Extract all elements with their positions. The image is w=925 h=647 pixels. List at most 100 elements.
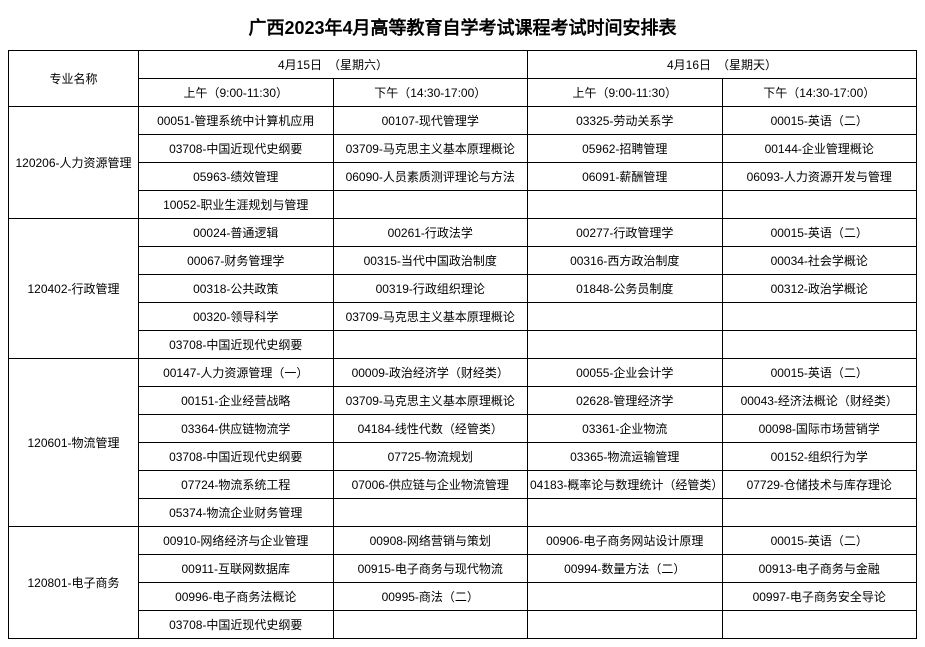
table-row: 00996-电子商务法概论00995-商法（二） 00997-电子商务安全导论: [9, 583, 917, 611]
table-row: 00911-互联网数据库00915-电子商务与现代物流00994-数量方法（二）…: [9, 555, 917, 583]
header-day2: 4月16日 （星期天）: [528, 51, 917, 79]
course-cell: 00997-电子商务安全导论: [722, 583, 917, 611]
course-cell: 00098-国际市场营销学: [722, 415, 917, 443]
course-cell: 00908-网络营销与策划: [333, 527, 528, 555]
table-row: 120801-电子商务00910-网络经济与企业管理00908-网络营销与策划0…: [9, 527, 917, 555]
course-cell: 06090-人员素质测评理论与方法: [333, 163, 528, 191]
course-cell: 07006-供应链与企业物流管理: [333, 471, 528, 499]
table-row: 00151-企业经营战略03709-马克思主义基本原理概论02628-管理经济学…: [9, 387, 917, 415]
course-cell: 00315-当代中国政治制度: [333, 247, 528, 275]
header-major: 专业名称: [9, 51, 139, 107]
header-slot3: 上午（9:00-11:30）: [528, 79, 723, 107]
course-cell: 00906-电子商务网站设计原理: [528, 527, 723, 555]
table-row: 120206-人力资源管理00051-管理系统中计算机应用00107-现代管理学…: [9, 107, 917, 135]
course-cell: 04184-线性代数（经管类）: [333, 415, 528, 443]
course-cell: 07724-物流系统工程: [139, 471, 334, 499]
course-cell: [722, 499, 917, 527]
major-cell: 120601-物流管理: [9, 359, 139, 527]
course-cell: 03708-中国近现代史纲要: [139, 331, 334, 359]
course-cell: 04183-概率论与数理统计（经管类）: [528, 471, 723, 499]
table-row: 03708-中国近现代史纲要: [9, 331, 917, 359]
header-slot1: 上午（9:00-11:30）: [139, 79, 334, 107]
course-cell: [528, 611, 723, 639]
course-cell: [333, 499, 528, 527]
course-cell: [528, 191, 723, 219]
page-title: 广西2023年4月高等教育自学考试课程考试时间安排表: [8, 8, 917, 50]
course-cell: [333, 191, 528, 219]
major-cell: 120206-人力资源管理: [9, 107, 139, 219]
course-cell: 03709-马克思主义基本原理概论: [333, 135, 528, 163]
course-cell: 03361-企业物流: [528, 415, 723, 443]
course-cell: 00067-财务管理学: [139, 247, 334, 275]
course-cell: 05374-物流企业财务管理: [139, 499, 334, 527]
course-cell: [528, 303, 723, 331]
course-cell: 00996-电子商务法概论: [139, 583, 334, 611]
course-cell: 00015-英语（二）: [722, 527, 917, 555]
course-cell: 03325-劳动关系学: [528, 107, 723, 135]
course-cell: 00261-行政法学: [333, 219, 528, 247]
course-cell: 00913-电子商务与金融: [722, 555, 917, 583]
header-day1: 4月15日 （星期六）: [139, 51, 528, 79]
table-row: 00067-财务管理学00315-当代中国政治制度00316-西方政治制度000…: [9, 247, 917, 275]
table-row: 00320-领导科学03709-马克思主义基本原理概论: [9, 303, 917, 331]
course-cell: [528, 499, 723, 527]
course-cell: 03708-中国近现代史纲要: [139, 611, 334, 639]
course-cell: 00152-组织行为学: [722, 443, 917, 471]
table-row: 03708-中国近现代史纲要: [9, 611, 917, 639]
course-cell: 03365-物流运输管理: [528, 443, 723, 471]
course-cell: [333, 331, 528, 359]
course-cell: 00009-政治经济学（财经类）: [333, 359, 528, 387]
major-cell: 120402-行政管理: [9, 219, 139, 359]
course-cell: 00319-行政组织理论: [333, 275, 528, 303]
course-cell: 00107-现代管理学: [333, 107, 528, 135]
table-row: 03708-中国近现代史纲要03709-马克思主义基本原理概论05962-招聘管…: [9, 135, 917, 163]
course-cell: 01848-公务员制度: [528, 275, 723, 303]
course-cell: [722, 331, 917, 359]
table-row: 10052-职业生涯规划与管理: [9, 191, 917, 219]
course-cell: 00277-行政管理学: [528, 219, 723, 247]
course-cell: 00015-英语（二）: [722, 219, 917, 247]
course-cell: 00312-政治学概论: [722, 275, 917, 303]
course-cell: 03709-马克思主义基本原理概论: [333, 387, 528, 415]
course-cell: 00051-管理系统中计算机应用: [139, 107, 334, 135]
course-cell: 00915-电子商务与现代物流: [333, 555, 528, 583]
course-cell: 00024-普通逻辑: [139, 219, 334, 247]
course-cell: [528, 583, 723, 611]
table-row: 05374-物流企业财务管理: [9, 499, 917, 527]
course-cell: 00320-领导科学: [139, 303, 334, 331]
course-cell: 00151-企业经营战略: [139, 387, 334, 415]
table-row: 05963-绩效管理06090-人员素质测评理论与方法06091-薪酬管理060…: [9, 163, 917, 191]
course-cell: [722, 303, 917, 331]
header-slot2: 下午（14:30-17:00）: [333, 79, 528, 107]
course-cell: 06091-薪酬管理: [528, 163, 723, 191]
major-cell: 120801-电子商务: [9, 527, 139, 639]
course-cell: 00144-企业管理概论: [722, 135, 917, 163]
course-cell: 03708-中国近现代史纲要: [139, 443, 334, 471]
course-cell: 00034-社会学概论: [722, 247, 917, 275]
course-cell: 00015-英语（二）: [722, 359, 917, 387]
header-slot4: 下午（14:30-17:00）: [722, 79, 917, 107]
course-cell: [528, 331, 723, 359]
course-cell: 05963-绩效管理: [139, 163, 334, 191]
course-cell: 06093-人力资源开发与管理: [722, 163, 917, 191]
course-cell: 05962-招聘管理: [528, 135, 723, 163]
course-cell: [722, 191, 917, 219]
course-cell: 02628-管理经济学: [528, 387, 723, 415]
schedule-table: 专业名称 4月15日 （星期六） 4月16日 （星期天） 上午（9:00-11:…: [8, 50, 917, 639]
course-cell: 00995-商法（二）: [333, 583, 528, 611]
course-cell: 00994-数量方法（二）: [528, 555, 723, 583]
table-row: 07724-物流系统工程07006-供应链与企业物流管理04183-概率论与数理…: [9, 471, 917, 499]
course-cell: 00043-经济法概论（财经类）: [722, 387, 917, 415]
course-cell: [333, 611, 528, 639]
course-cell: [722, 611, 917, 639]
course-cell: 03708-中国近现代史纲要: [139, 135, 334, 163]
table-row: 00318-公共政策00319-行政组织理论01848-公务员制度00312-政…: [9, 275, 917, 303]
course-cell: 07729-仓储技术与库存理论: [722, 471, 917, 499]
table-row: 120601-物流管理00147-人力资源管理（一）00009-政治经济学（财经…: [9, 359, 917, 387]
course-cell: 00015-英语（二）: [722, 107, 917, 135]
course-cell: 00318-公共政策: [139, 275, 334, 303]
course-cell: 00316-西方政治制度: [528, 247, 723, 275]
table-row: 120402-行政管理00024-普通逻辑00261-行政法学00277-行政管…: [9, 219, 917, 247]
course-cell: 10052-职业生涯规划与管理: [139, 191, 334, 219]
course-cell: 03364-供应链物流学: [139, 415, 334, 443]
